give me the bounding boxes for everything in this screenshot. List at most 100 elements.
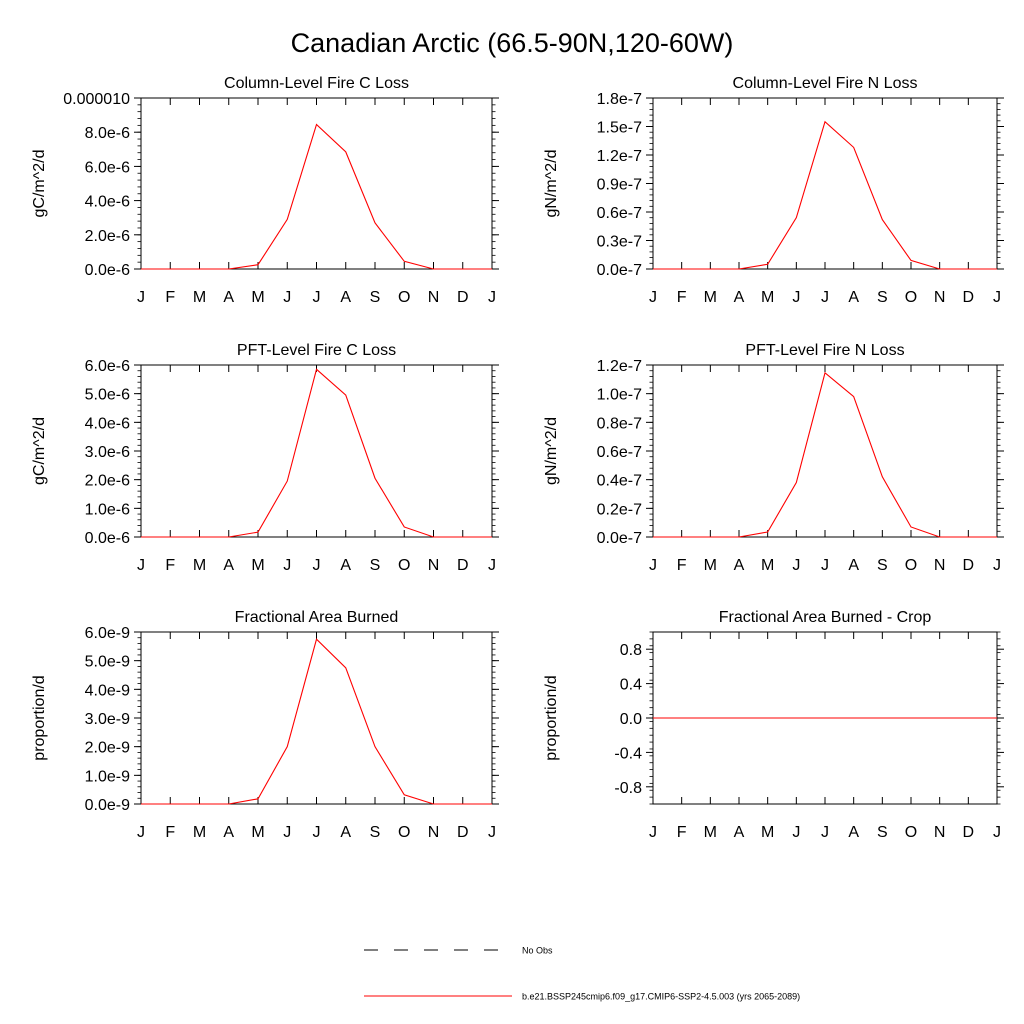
x-tick-label: J [313, 289, 321, 306]
x-tick-label: A [734, 824, 745, 841]
y-tick-label: 2.0e-6 [85, 473, 130, 490]
x-tick-label: S [370, 557, 381, 574]
y-tick-label: -0.8 [614, 780, 642, 797]
x-tick-label: M [251, 824, 264, 841]
y-tick-label: 0.8e-7 [597, 415, 642, 432]
x-tick-label: F [165, 824, 175, 841]
x-tick-label: F [677, 289, 687, 306]
plot-frame [140, 631, 493, 805]
y-axis-label: proportion/d [543, 675, 560, 760]
legend-entry: No Obs [364, 946, 553, 956]
x-tick-label: S [877, 557, 888, 574]
x-tick-label: J [283, 557, 291, 574]
x-tick-label: N [428, 824, 440, 841]
legend-entry: b.e21.BSSP245cmip6.f09_g17.CMIP6-SSP2-4.… [364, 992, 800, 1002]
x-tick-label: D [963, 557, 975, 574]
y-tick-label: 0.6e-7 [597, 205, 642, 222]
x-tick-label: J [283, 289, 291, 306]
x-tick-label: J [792, 289, 800, 306]
y-tick-label: 4.0e-6 [85, 415, 130, 432]
y-tick-label: 0.9e-7 [597, 177, 642, 194]
x-tick-label: J [283, 824, 291, 841]
y-tick-label: 3.0e-6 [85, 444, 130, 461]
y-tick-label: 0.4e-7 [597, 473, 642, 490]
x-tick-label: M [251, 557, 264, 574]
y-axis-label: proportion/d [31, 675, 48, 760]
x-tick-label: O [398, 289, 410, 306]
panel-title: Fractional Area Burned - Crop [719, 609, 932, 626]
x-tick-label: J [792, 824, 800, 841]
legend: No Obs b.e21.BSSP245cmip6.f09_g17.CMIP6-S… [364, 946, 800, 1002]
x-tick-label: S [370, 824, 381, 841]
panel-title: Column-Level Fire N Loss [733, 75, 918, 92]
x-tick-label: D [457, 824, 469, 841]
y-tick-label: 1.2e-7 [597, 358, 642, 375]
x-tick-label: N [428, 289, 440, 306]
x-tick-label: A [734, 557, 745, 574]
x-tick-label: S [877, 824, 888, 841]
y-tick-label: 2.0e-6 [85, 228, 130, 245]
x-tick-label: F [677, 824, 687, 841]
y-axis-label: gC/m^2/d [31, 150, 48, 218]
x-tick-label: J [993, 289, 1001, 306]
y-tick-label: -0.4 [614, 745, 642, 762]
x-tick-label: A [340, 824, 351, 841]
x-tick-label: O [398, 557, 410, 574]
x-tick-label: M [704, 557, 717, 574]
plot-frame [652, 364, 998, 538]
x-tick-label: J [993, 824, 1001, 841]
y-tick-label: 0.8 [620, 642, 642, 659]
x-tick-label: A [223, 557, 234, 574]
y-tick-label: 0.000010 [63, 91, 130, 108]
x-tick-label: N [428, 557, 440, 574]
x-tick-label: A [734, 289, 745, 306]
x-tick-label: J [821, 824, 829, 841]
x-tick-label: O [905, 289, 917, 306]
y-tick-label: 6.0e-6 [85, 358, 130, 375]
figure-title: Canadian Arctic (66.5-90N,120-60W) [291, 28, 734, 58]
x-tick-label: O [905, 824, 917, 841]
x-tick-label: A [340, 289, 351, 306]
legend-label: No Obs [522, 946, 553, 956]
plot-frame [140, 364, 493, 538]
legend-label: b.e21.BSSP245cmip6.f09_g17.CMIP6-SSP2-4.… [522, 992, 800, 1002]
series-line [141, 368, 492, 538]
x-tick-label: M [193, 557, 206, 574]
series-line [653, 371, 997, 538]
panel-title: PFT-Level Fire C Loss [237, 342, 396, 359]
y-tick-label: 1.0e-7 [597, 387, 642, 404]
y-tick-label: 0.0e-6 [85, 530, 130, 547]
x-tick-label: A [223, 289, 234, 306]
y-axis-label: gN/m^2/d [543, 417, 560, 485]
y-tick-label: 3.0e-9 [85, 711, 130, 728]
x-tick-label: J [488, 824, 496, 841]
x-tick-label: J [313, 824, 321, 841]
x-tick-label: J [488, 289, 496, 306]
x-tick-label: A [340, 557, 351, 574]
x-tick-label: F [677, 557, 687, 574]
y-tick-label: 5.0e-6 [85, 387, 130, 404]
y-tick-label: 1.5e-7 [597, 120, 642, 137]
y-tick-label: 0.0e-6 [85, 262, 130, 279]
y-tick-label: 0.2e-7 [597, 501, 642, 518]
x-tick-label: M [704, 289, 717, 306]
x-tick-label: S [877, 289, 888, 306]
x-tick-label: J [649, 557, 657, 574]
y-tick-label: 5.0e-9 [85, 654, 130, 671]
x-tick-label: M [761, 824, 774, 841]
y-tick-label: 0.0e-7 [597, 262, 642, 279]
y-tick-label: 8.0e-6 [85, 125, 130, 142]
panel-title: Fractional Area Burned [235, 609, 399, 626]
y-tick-label: 0.4 [620, 677, 642, 694]
x-tick-label: F [165, 289, 175, 306]
x-tick-label: N [934, 557, 946, 574]
series-line [141, 638, 492, 805]
y-tick-label: 2.0e-9 [85, 740, 130, 757]
plot-frame [140, 97, 493, 270]
